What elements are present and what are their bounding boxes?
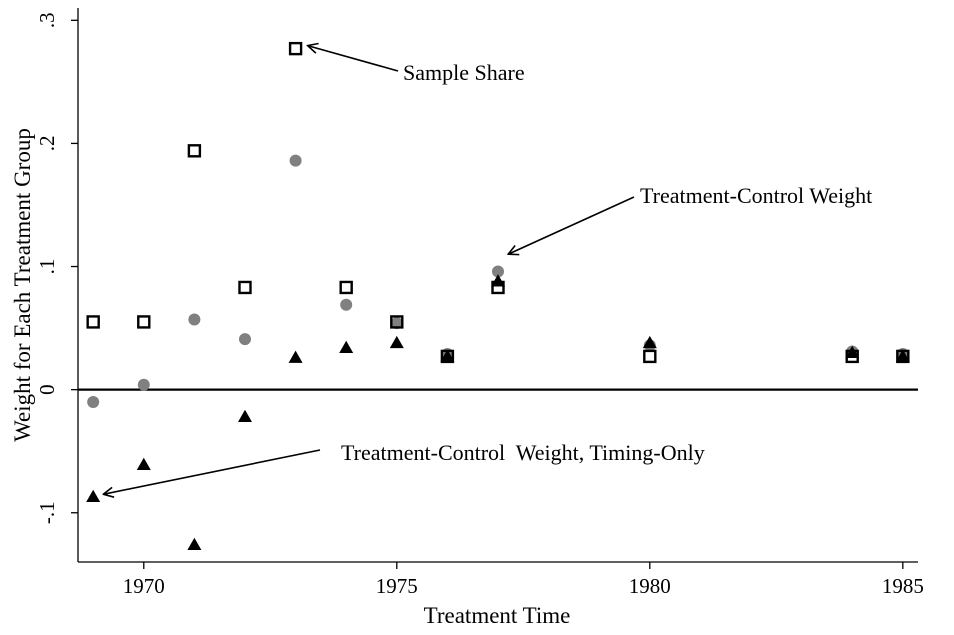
x-tick-label: 1970 [123, 574, 165, 598]
point-sample-weight [289, 154, 302, 167]
y-axis-title: Weight for Each Treatment Group [10, 128, 35, 442]
x-axis-title: Treatment Time [424, 603, 571, 628]
annotation-label: Treatment-Control Weight [640, 183, 872, 208]
x-tick-label: 1980 [629, 574, 671, 598]
point-timing-weight [491, 274, 505, 287]
point-sample-share [137, 315, 151, 329]
point-timing-weight [845, 345, 860, 358]
y-tick-label: -.1 [35, 501, 59, 524]
point-sample-weight [87, 395, 100, 408]
point-timing-weight [136, 457, 151, 470]
point-sample-share [643, 349, 657, 364]
point-timing-weight [389, 335, 404, 349]
x-tick-label: 1975 [376, 574, 418, 598]
point-timing-weight [288, 350, 303, 363]
data-marks [86, 41, 910, 551]
point-sample-share [288, 41, 303, 56]
y-tick-label: .2 [35, 136, 59, 152]
annotation-arrow [308, 46, 399, 72]
point-timing-weight [237, 409, 252, 422]
annotation-label: Treatment-Control Weight, Timing-Only [341, 440, 705, 465]
point-timing-weight [895, 349, 910, 362]
annotations: Sample Share Treatment-Control Weight Trea… [103, 46, 872, 495]
y-tick-label: .3 [35, 12, 59, 28]
point-sample-share [86, 315, 100, 329]
annotation-label: Sample Share [403, 60, 525, 85]
point-timing-weight [339, 340, 354, 354]
point-sample-weight [137, 378, 150, 391]
y-tick-label: 0 [35, 384, 59, 395]
point-timing-weight [86, 489, 101, 503]
point-sample-weight [238, 333, 251, 346]
point-timing-weight [642, 335, 657, 349]
point-timing-weight [187, 537, 202, 551]
point-sample-weight [188, 313, 201, 326]
point-sample-weight [340, 298, 353, 311]
point-sample-share [390, 315, 404, 329]
point-sample-share [187, 144, 202, 158]
point-sample-share [238, 280, 252, 295]
annotation-arrow [508, 196, 635, 254]
y-tick-label: .1 [35, 259, 59, 275]
x-tick-label: 1985 [882, 574, 924, 598]
point-sample-share [339, 280, 353, 295]
axes: -.1 0 .1 .2 .3 1970 1975 1980 1985 [35, 8, 924, 598]
point-sample-weight [390, 317, 403, 330]
point-timing-weight [440, 349, 455, 362]
annotation-arrow [103, 449, 321, 494]
point-sample-weight [492, 265, 504, 278]
